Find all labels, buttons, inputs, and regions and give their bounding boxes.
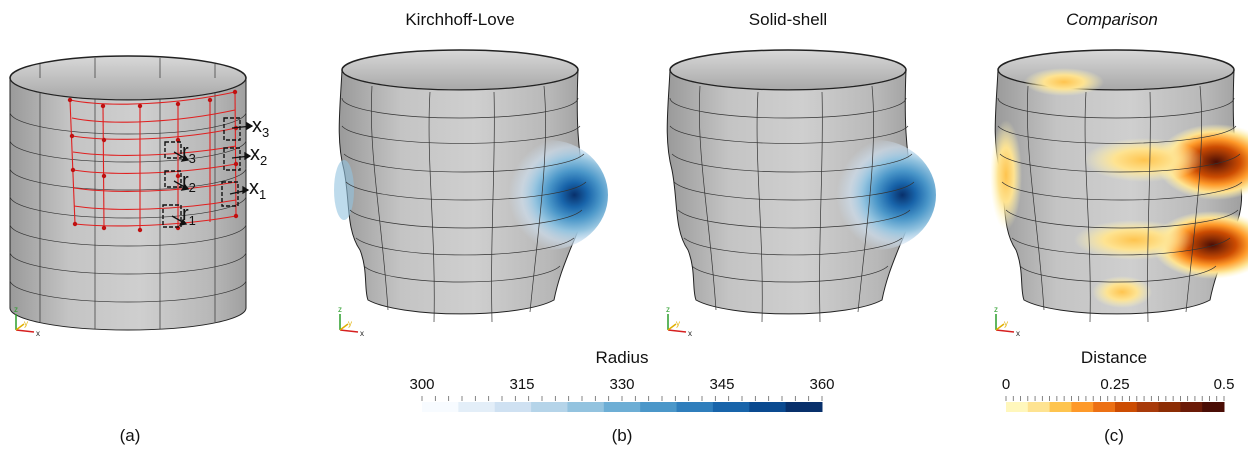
colorbar-distance-swatch [1115, 402, 1138, 412]
comparison-title: Comparison [1066, 10, 1158, 29]
svg-text:z: z [666, 305, 670, 314]
colorbar-radius-swatch [676, 402, 714, 412]
colorbar-radius-swatch [567, 402, 605, 412]
colorbar-radius-tick-label: 315 [509, 376, 535, 393]
svg-text:z: z [338, 305, 342, 314]
colorbar-distance-swatch [1006, 402, 1029, 412]
colorbar-distance-title: Distance [1080, 348, 1148, 367]
colorbar-distance-swatch [1180, 402, 1203, 412]
cylinder-a-wall [9, 77, 247, 331]
colorbar-radius [421, 396, 823, 412]
triad-kirchhoff: z y x [338, 305, 364, 338]
colorbar-radius-swatch [494, 402, 532, 412]
cylinder-a-grid [9, 58, 247, 329]
cylinder-kirchhoff [334, 49, 608, 323]
triad-solid-shell: z y x [666, 305, 692, 338]
triad-a: z y x [14, 305, 40, 338]
label-x3: x3 [252, 115, 269, 140]
axis-triads: z y x z y x z y x z y x [14, 305, 1020, 338]
label-r3: r3 [182, 141, 196, 166]
control-net [69, 91, 237, 230]
label-x1: x1 [249, 177, 266, 202]
triad-comparison: z y x [994, 305, 1020, 338]
label-x2: x2 [250, 143, 267, 168]
colorbar-distance-swatch [1158, 402, 1181, 412]
label-r1: r1 [182, 203, 196, 228]
svg-text:x: x [1016, 329, 1020, 338]
colorbar-radius-swatch [531, 402, 568, 412]
vector-labels: x3 x2 x1 r3 r2 r1 [182, 115, 269, 228]
figure-canvas: x3 x2 x1 r3 r2 r1 [9, 49, 1248, 412]
label-r2: r2 [182, 170, 196, 195]
colorbar-radius-swatch [603, 402, 641, 412]
colorbar-distance-swatch [1027, 402, 1051, 412]
svg-text:x: x [688, 329, 692, 338]
svg-text:x: x [36, 329, 40, 338]
svg-text:x: x [360, 329, 364, 338]
colorbar-radius-swatch [785, 402, 823, 412]
colorbar-radius-tick-label: 300 [409, 376, 435, 393]
colorbar-radius-swatch [458, 402, 496, 412]
colorbar-radius-swatch [712, 402, 750, 412]
colorbar-distance-swatch [1202, 402, 1225, 412]
caption-b: (b) [611, 426, 633, 445]
colorbar-radius-title: Radius [595, 348, 649, 367]
cylinder-solid-shell [666, 49, 936, 323]
caption-c: (c) [1104, 426, 1124, 445]
svg-text:y: y [1004, 319, 1008, 328]
svg-text:y: y [676, 319, 680, 328]
colorbar-distance-tick-label: 0.25 [1100, 376, 1130, 393]
colorbar-distance-swatch [1049, 402, 1072, 412]
colorbar-distance-swatch [1136, 402, 1160, 412]
colorbar-radius-swatch [749, 402, 787, 412]
colorbar-radius-swatch [640, 402, 678, 412]
kirchhoff-love-title: Kirchhoff-Love [405, 10, 515, 29]
dashed-markers [162, 117, 241, 228]
colorbar-radius-tick-label: 345 [709, 376, 735, 393]
control-points [67, 89, 239, 233]
colorbar-radius-swatch [422, 402, 459, 412]
colorbar-distance-swatch [1093, 402, 1116, 412]
caption-a: (a) [119, 426, 141, 445]
colorbar-radius-tick-label: 330 [609, 376, 635, 393]
marker-arrows [171, 121, 254, 226]
colorbar-distance-swatch [1071, 402, 1094, 412]
svg-text:z: z [14, 305, 18, 314]
colorbar-radius-tick-label: 360 [809, 376, 835, 393]
colorbar-distance [1005, 396, 1225, 412]
svg-text:y: y [348, 319, 352, 328]
colorbar-distance-tick-label: 0 [1001, 376, 1011, 393]
svg-text:y: y [24, 319, 28, 328]
cylinder-comparison [990, 49, 1248, 323]
colorbar-distance-tick-label: 0.5 [1213, 376, 1235, 393]
solid-shell-title: Solid-shell [748, 10, 828, 29]
cylinder-a: x3 x2 x1 r3 r2 r1 [9, 55, 269, 331]
svg-text:z: z [994, 305, 998, 314]
